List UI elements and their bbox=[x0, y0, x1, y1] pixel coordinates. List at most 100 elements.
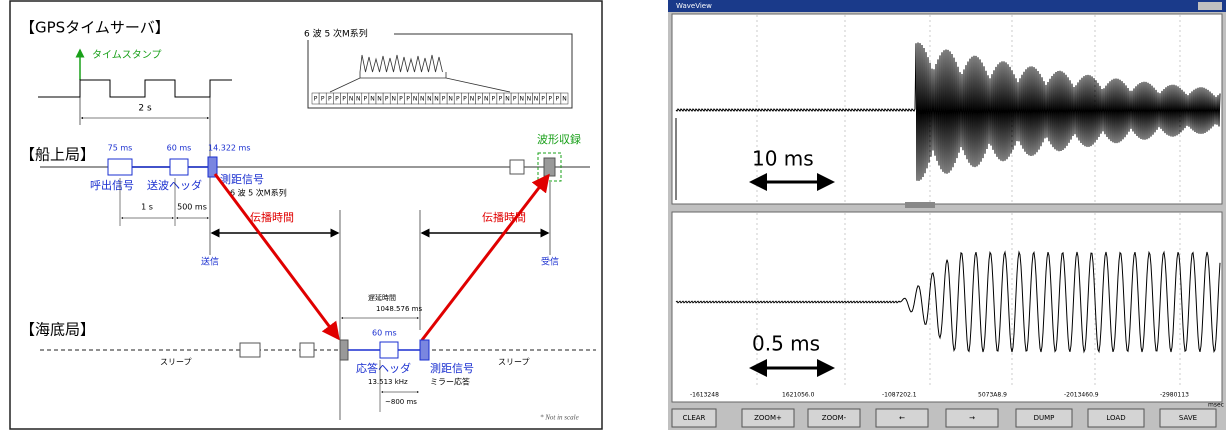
label: ミラー応答 bbox=[430, 377, 470, 387]
button-label[interactable]: ZOOM+ bbox=[754, 414, 782, 422]
note: * Not in scale bbox=[540, 414, 579, 422]
label: 呼出信号 bbox=[90, 178, 134, 192]
mseq-symbol: P bbox=[314, 96, 318, 103]
axis-label: -1087202.1 bbox=[882, 392, 917, 399]
mseq-symbol: P bbox=[442, 96, 446, 103]
waveview-window: WaveView 10 ms 0.5 ms -1613248 1621056.0 -… bbox=[668, 0, 1226, 430]
label: スリープ bbox=[498, 358, 530, 367]
mseq-symbol: P bbox=[399, 96, 403, 103]
label: 送波ヘッダ bbox=[147, 178, 202, 192]
label: 測距信号 bbox=[430, 361, 474, 375]
mseq-symbol: N bbox=[448, 96, 453, 103]
button-label[interactable]: ZOOM- bbox=[822, 414, 847, 422]
label: 14.322 ms bbox=[208, 144, 251, 153]
mseq-symbol: N bbox=[434, 96, 439, 103]
axis-label: 1621056.0 bbox=[782, 392, 815, 399]
unit: msec bbox=[1208, 402, 1224, 409]
mseq-symbol: N bbox=[377, 96, 382, 103]
mseq-symbol: N bbox=[370, 96, 375, 103]
mseq-symbol: N bbox=[534, 96, 539, 103]
label: 75 ms bbox=[108, 144, 133, 153]
label: ~800 ms bbox=[385, 398, 417, 406]
box bbox=[544, 158, 555, 176]
mseq-title: 6 波 5 次M系列 bbox=[304, 28, 368, 40]
mseq-symbol: N bbox=[349, 96, 354, 103]
mseq-symbol: N bbox=[470, 96, 475, 103]
call-box bbox=[108, 159, 132, 175]
mseq-symbol: P bbox=[463, 96, 467, 103]
scale-label: 0.5 ms bbox=[752, 332, 820, 356]
scale-label: 10 ms bbox=[752, 147, 814, 171]
label: 受信 bbox=[541, 256, 559, 268]
box bbox=[340, 340, 348, 360]
label: 1048.576 ms bbox=[376, 305, 422, 313]
axis-label: -2013460.9 bbox=[1064, 392, 1099, 399]
axis-label: 5073A8.9 bbox=[978, 392, 1007, 399]
mseq-symbol: N bbox=[520, 96, 525, 103]
button-label[interactable]: DUMP bbox=[1034, 414, 1055, 422]
mseq-symbol: P bbox=[556, 96, 560, 103]
label: 伝播時間 bbox=[250, 210, 294, 224]
mseq-symbol: N bbox=[392, 96, 397, 103]
mseq-symbol: P bbox=[548, 96, 552, 103]
header-box bbox=[380, 342, 398, 358]
page: 【GPSタイムサーバ】 タイムスタンプ 2 s 6 波 5 次M系列 PPPPP… bbox=[0, 0, 1226, 430]
seafloor-title: 【海底局】 bbox=[20, 321, 95, 339]
mseq-symbol: P bbox=[385, 96, 389, 103]
mseq-symbol: P bbox=[477, 96, 481, 103]
mseq-symbol: P bbox=[328, 96, 332, 103]
mseq-symbol: P bbox=[342, 96, 346, 103]
label: 波形収録 bbox=[537, 132, 581, 146]
mseq-symbol: N bbox=[527, 96, 532, 103]
mseq-symbol: N bbox=[413, 96, 418, 103]
mseq-symbol: N bbox=[427, 96, 432, 103]
label: 1 s bbox=[141, 203, 153, 212]
period: 2 s bbox=[138, 104, 152, 114]
label: 500 ms bbox=[177, 203, 207, 212]
box bbox=[240, 343, 260, 357]
mseq-symbol: N bbox=[356, 96, 361, 103]
mseq-symbol: N bbox=[420, 96, 425, 103]
mseq-symbol: N bbox=[484, 96, 489, 103]
window-title: WaveView bbox=[676, 2, 712, 10]
label: 送信 bbox=[201, 256, 219, 268]
button-label[interactable]: → bbox=[969, 414, 975, 422]
label: スリープ bbox=[160, 358, 192, 367]
label: 遅延時間 bbox=[368, 293, 396, 302]
plot-bottom bbox=[672, 212, 1222, 402]
button-label[interactable]: LOAD bbox=[1106, 414, 1125, 422]
button-label[interactable]: SAVE bbox=[1179, 414, 1197, 422]
mseq-symbol: P bbox=[321, 96, 325, 103]
label: 測距信号 bbox=[220, 172, 264, 186]
label: 応答ヘッダ bbox=[356, 361, 411, 375]
box bbox=[300, 343, 314, 357]
window-controls[interactable] bbox=[1198, 2, 1222, 10]
title-bar bbox=[668, 0, 1226, 12]
button-label[interactable]: ← bbox=[899, 414, 905, 422]
mseq-symbol: P bbox=[541, 96, 545, 103]
mseq-symbol: N bbox=[505, 96, 510, 103]
mseq-symbol: P bbox=[456, 96, 460, 103]
mseq-symbol: N bbox=[562, 96, 567, 103]
mseq-symbol: P bbox=[335, 96, 339, 103]
button-label[interactable]: CLEAR bbox=[683, 414, 706, 422]
mseq-symbol: P bbox=[499, 96, 503, 103]
label: 13.513 kHz bbox=[368, 378, 408, 386]
mseq-symbol: P bbox=[406, 96, 410, 103]
label: 60 ms bbox=[372, 329, 397, 338]
range-box bbox=[420, 340, 429, 360]
axis-label: -1613248 bbox=[690, 392, 719, 399]
ship-title: 【船上局】 bbox=[20, 146, 95, 164]
header-box bbox=[170, 159, 188, 175]
mseq-symbol: P bbox=[513, 96, 517, 103]
scroll-thumb[interactable] bbox=[905, 202, 935, 208]
label: 6 波 5 次M系列 bbox=[230, 188, 287, 198]
mseq-symbol: P bbox=[492, 96, 496, 103]
mseq-symbol: P bbox=[364, 96, 368, 103]
box bbox=[510, 160, 524, 174]
axis-label: -2980113 bbox=[1160, 392, 1189, 399]
timestamp: タイムスタンプ bbox=[92, 49, 162, 61]
gps-title: 【GPSタイムサーバ】 bbox=[20, 19, 170, 37]
